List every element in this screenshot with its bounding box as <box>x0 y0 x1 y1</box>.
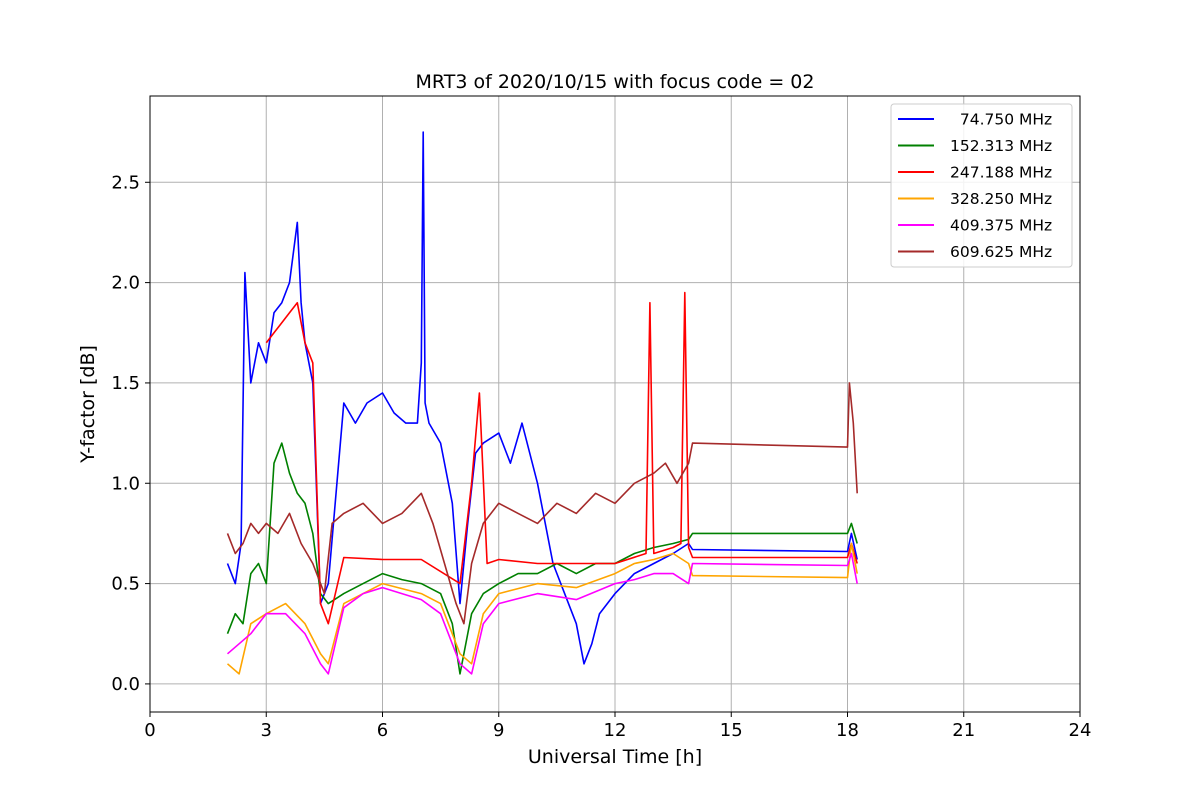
series-line-2 <box>226 442 858 675</box>
y-tick-label: 1.0 <box>111 473 140 494</box>
series-layer <box>226 131 858 675</box>
x-tick-label: 12 <box>604 720 627 741</box>
legend-label-4: 328.250 MHz <box>950 190 1052 208</box>
x-tick-label: 0 <box>144 720 155 741</box>
x-tick-label: 6 <box>377 720 388 741</box>
x-tick-label: 15 <box>720 720 743 741</box>
series-line-4 <box>226 542 858 675</box>
tick-layer: 0 3 6 9 12 15 18 21 24 0.0 0.5 1.0 1.5 2.0 2.5 <box>111 172 1091 741</box>
x-axis-title: Universal Time [h] <box>528 746 702 768</box>
y-tick-label: 2.0 <box>111 273 140 294</box>
y-tick-label: 0.0 <box>111 674 140 695</box>
legend-label-3: 247.188 MHz <box>950 164 1052 182</box>
x-tick-label: 9 <box>493 720 504 741</box>
series-line-3 <box>265 291 858 625</box>
chart-title: MRT3 of 2020/10/15 with focus code = 02 <box>416 71 815 93</box>
y-tick-label: 2.5 <box>111 172 140 193</box>
legend: 74.750 MHz 152.313 MHz 247.188 MHz 328.250 … <box>890 103 1073 268</box>
y-axis-title: Y-factor [dB] <box>77 345 99 464</box>
legend-box <box>890 103 1073 268</box>
x-tick-label: 21 <box>952 720 975 741</box>
y-tick-label: 1.5 <box>111 373 140 394</box>
legend-label-5: 409.375 MHz <box>950 217 1052 235</box>
legend-label-6: 609.625 MHz <box>950 243 1052 261</box>
x-tick-label: 24 <box>1069 720 1092 741</box>
legend-label-2: 152.313 MHz <box>950 137 1052 155</box>
series-line-6 <box>226 382 858 625</box>
x-tick-label: 18 <box>836 720 859 741</box>
y-tick-label: 0.5 <box>111 574 140 595</box>
series-line-1 <box>226 131 858 665</box>
series-line-5 <box>226 552 858 675</box>
x-tick-label: 3 <box>261 720 272 741</box>
legend-label-1: 74.750 MHz <box>950 111 1052 129</box>
